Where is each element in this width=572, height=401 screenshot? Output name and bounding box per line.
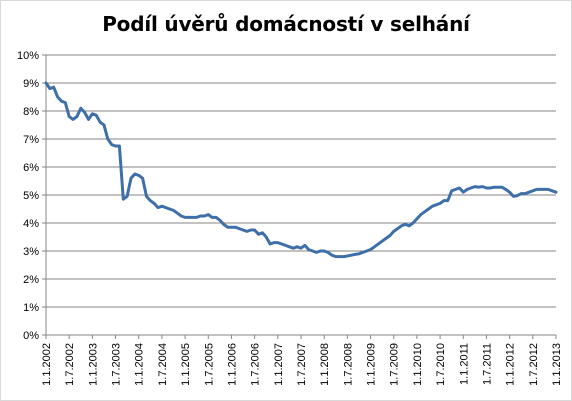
x-tick-label: 1.1.2007 <box>273 343 285 386</box>
x-tick-label: 1.1.2003 <box>87 343 99 386</box>
x-tick-label: 1.7.2005 <box>203 343 215 386</box>
y-tick-label: 10% <box>17 50 39 62</box>
y-tick-label: 3% <box>23 246 39 258</box>
x-tick-label: 1.1.2005 <box>180 343 192 386</box>
x-tick-label: 1.7.2009 <box>389 343 401 386</box>
x-tick-label: 1.1.2002 <box>41 343 53 386</box>
x-tick-label: 1.1.2009 <box>366 343 378 386</box>
x-axis-ticks: 1.1.2002 1.7.2002 1.1.2003 1.7.2003 1.1.2004… <box>41 335 563 386</box>
x-tick-label: 1.1.2012 <box>505 343 517 386</box>
y-tick-label: 0% <box>23 330 39 342</box>
gridlines <box>46 54 556 308</box>
x-tick-label: 1.7.2002 <box>64 343 76 386</box>
x-tick-label: 1.1.2013 <box>551 343 563 386</box>
x-tick-label: 1.7.2003 <box>111 343 123 386</box>
y-tick-label: 6% <box>23 162 39 174</box>
x-tick-label: 1.1.2004 <box>134 343 146 386</box>
y-axis-ticks: 0% 1% 2% 3% 4% 5% 6% 7% 8% 9% 10% <box>17 50 46 342</box>
y-tick-label: 2% <box>23 274 39 286</box>
x-tick-label: 1.7.2007 <box>296 343 308 386</box>
x-tick-label: 1.1.2010 <box>412 343 424 386</box>
x-tick-label: 1.7.2004 <box>157 343 169 386</box>
chart-title: Podíl úvěrů domácností v selhání <box>102 12 470 36</box>
y-tick-label: 7% <box>23 134 39 146</box>
y-tick-label: 1% <box>23 302 39 314</box>
y-tick-label: 4% <box>23 218 39 230</box>
y-tick-label: 8% <box>23 106 39 118</box>
x-tick-label: 1.7.2008 <box>342 343 354 386</box>
series-line <box>44 81 558 259</box>
y-tick-label: 9% <box>23 78 39 90</box>
x-tick-label: 1.7.2011 <box>481 343 493 385</box>
x-tick-label: 1.7.2012 <box>528 343 540 386</box>
x-tick-label: 1.1.2011 <box>458 343 470 385</box>
x-tick-label: 1.7.2010 <box>435 343 447 386</box>
y-tick-label: 5% <box>23 190 39 202</box>
x-tick-label: 1.1.2008 <box>319 343 331 386</box>
x-tick-label: 1.1.2006 <box>226 343 238 386</box>
x-tick-label: 1.7.2006 <box>250 343 262 386</box>
